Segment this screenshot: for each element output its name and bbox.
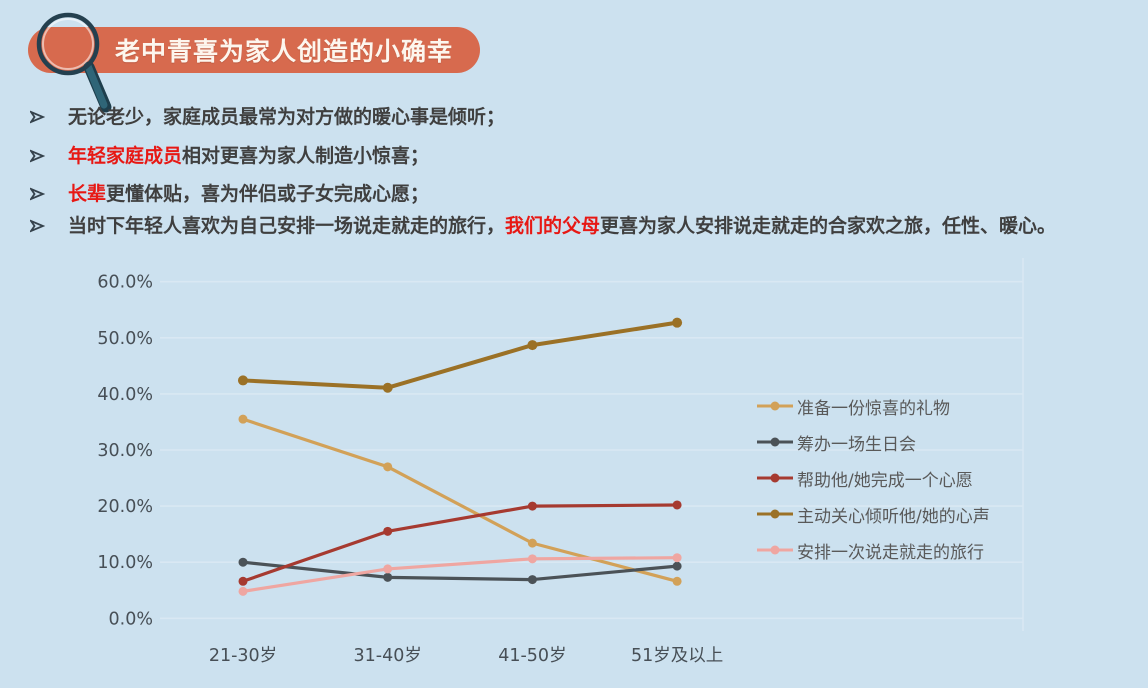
y-tick-label: 20.0% [97,497,153,517]
arrow-bullet-icon [28,145,68,168]
x-tick-label: 51岁及以上 [631,646,723,666]
data-point [383,572,393,582]
legend-key-icon [756,505,794,524]
data-point [527,340,538,351]
chart-legend: 准备一份惊喜的礼物 筹办一场生日会帮助他/她完成一个心愿 主动关心倾听他/她的心声安… [756,395,990,563]
legend-label: 筹办一场生日会 [797,435,916,455]
data-point [672,317,683,328]
legend-item: 筹办一场生日会 [756,431,990,455]
bullet-item: 无论老少，家庭成员最常为对方做的暖心事是倾听； [28,106,1130,129]
series-line [241,560,679,582]
data-point [383,462,393,472]
arrow-bullet-icon [28,215,68,238]
series-line [241,417,679,583]
data-point [527,575,537,585]
legend-key-icon [756,433,794,452]
magnifier-icon [36,12,112,113]
title-banner: 老中青喜为家人创造的小确幸 [28,27,480,73]
series-line [241,556,679,593]
data-point [383,526,393,536]
data-point [383,564,393,574]
legend-key-icon [756,469,794,488]
legend-item: 主动关心倾听他/她的心声 [756,503,990,527]
data-point [382,382,393,393]
y-tick-label: 50.0% [97,329,153,349]
data-point [238,414,248,424]
legend-label: 帮助他/她完成一个心愿 [797,471,973,491]
legend-item: 帮助他/她完成一个心愿 [756,467,990,491]
y-tick-label: 10.0% [97,553,153,573]
arrow-bullet-icon [28,106,68,129]
legend-item: 准备一份惊喜的礼物 [756,395,990,419]
legend-label: 主动关心倾听他/她的心声 [797,507,990,527]
x-tick-label: 31-40岁 [354,646,422,666]
bullet-item: 年轻家庭成员相对更喜为家人制造小惊喜； [28,145,1130,168]
bullet-text: 当时下年轻人喜欢为自己安排一场说走就走的旅行，我们的父母更喜为家人安排说走就走的… [68,215,1057,237]
data-point [238,557,248,567]
data-point [672,553,682,563]
bullet-item: 长辈更懂体贴，喜为伴侣或子女完成心愿； [28,183,1130,206]
y-tick-label: 0.0% [109,609,153,629]
y-tick-label: 30.0% [97,441,153,461]
data-point [527,538,537,548]
legend-label: 安排一次说走就走的旅行 [797,543,984,563]
data-point [238,576,248,586]
y-tick-label: 60.0% [97,273,153,293]
data-point [672,500,682,510]
arrow-bullet-icon [28,183,68,206]
bullet-text: 长辈更懂体贴，喜为伴侣或子女完成心愿； [68,183,430,205]
legend-key-icon [756,397,794,416]
data-point [238,586,248,596]
data-point [672,576,682,586]
page-title: 老中青喜为家人创造的小确幸 [114,37,453,66]
series-line [241,320,680,390]
series-line [241,503,679,583]
data-point [672,561,682,571]
bullet-text: 年轻家庭成员相对更喜为家人制造小惊喜； [68,145,430,167]
data-point [527,501,537,511]
data-point [527,554,537,564]
bullet-text: 无论老少，家庭成员最常为对方做的暖心事是倾听； [68,106,506,128]
x-tick-label: 41-50岁 [498,646,566,666]
legend-label: 准备一份惊喜的礼物 [797,399,950,419]
bullet-item: 当时下年轻人喜欢为自己安排一场说走就走的旅行，我们的父母更喜为家人安排说走就走的… [28,215,1130,238]
x-tick-label: 21-30岁 [209,646,277,666]
data-point [238,375,248,386]
y-tick-label: 40.0% [97,385,153,405]
legend-key-icon [756,541,794,560]
legend-item: 安排一次说走就走的旅行 [756,539,990,563]
